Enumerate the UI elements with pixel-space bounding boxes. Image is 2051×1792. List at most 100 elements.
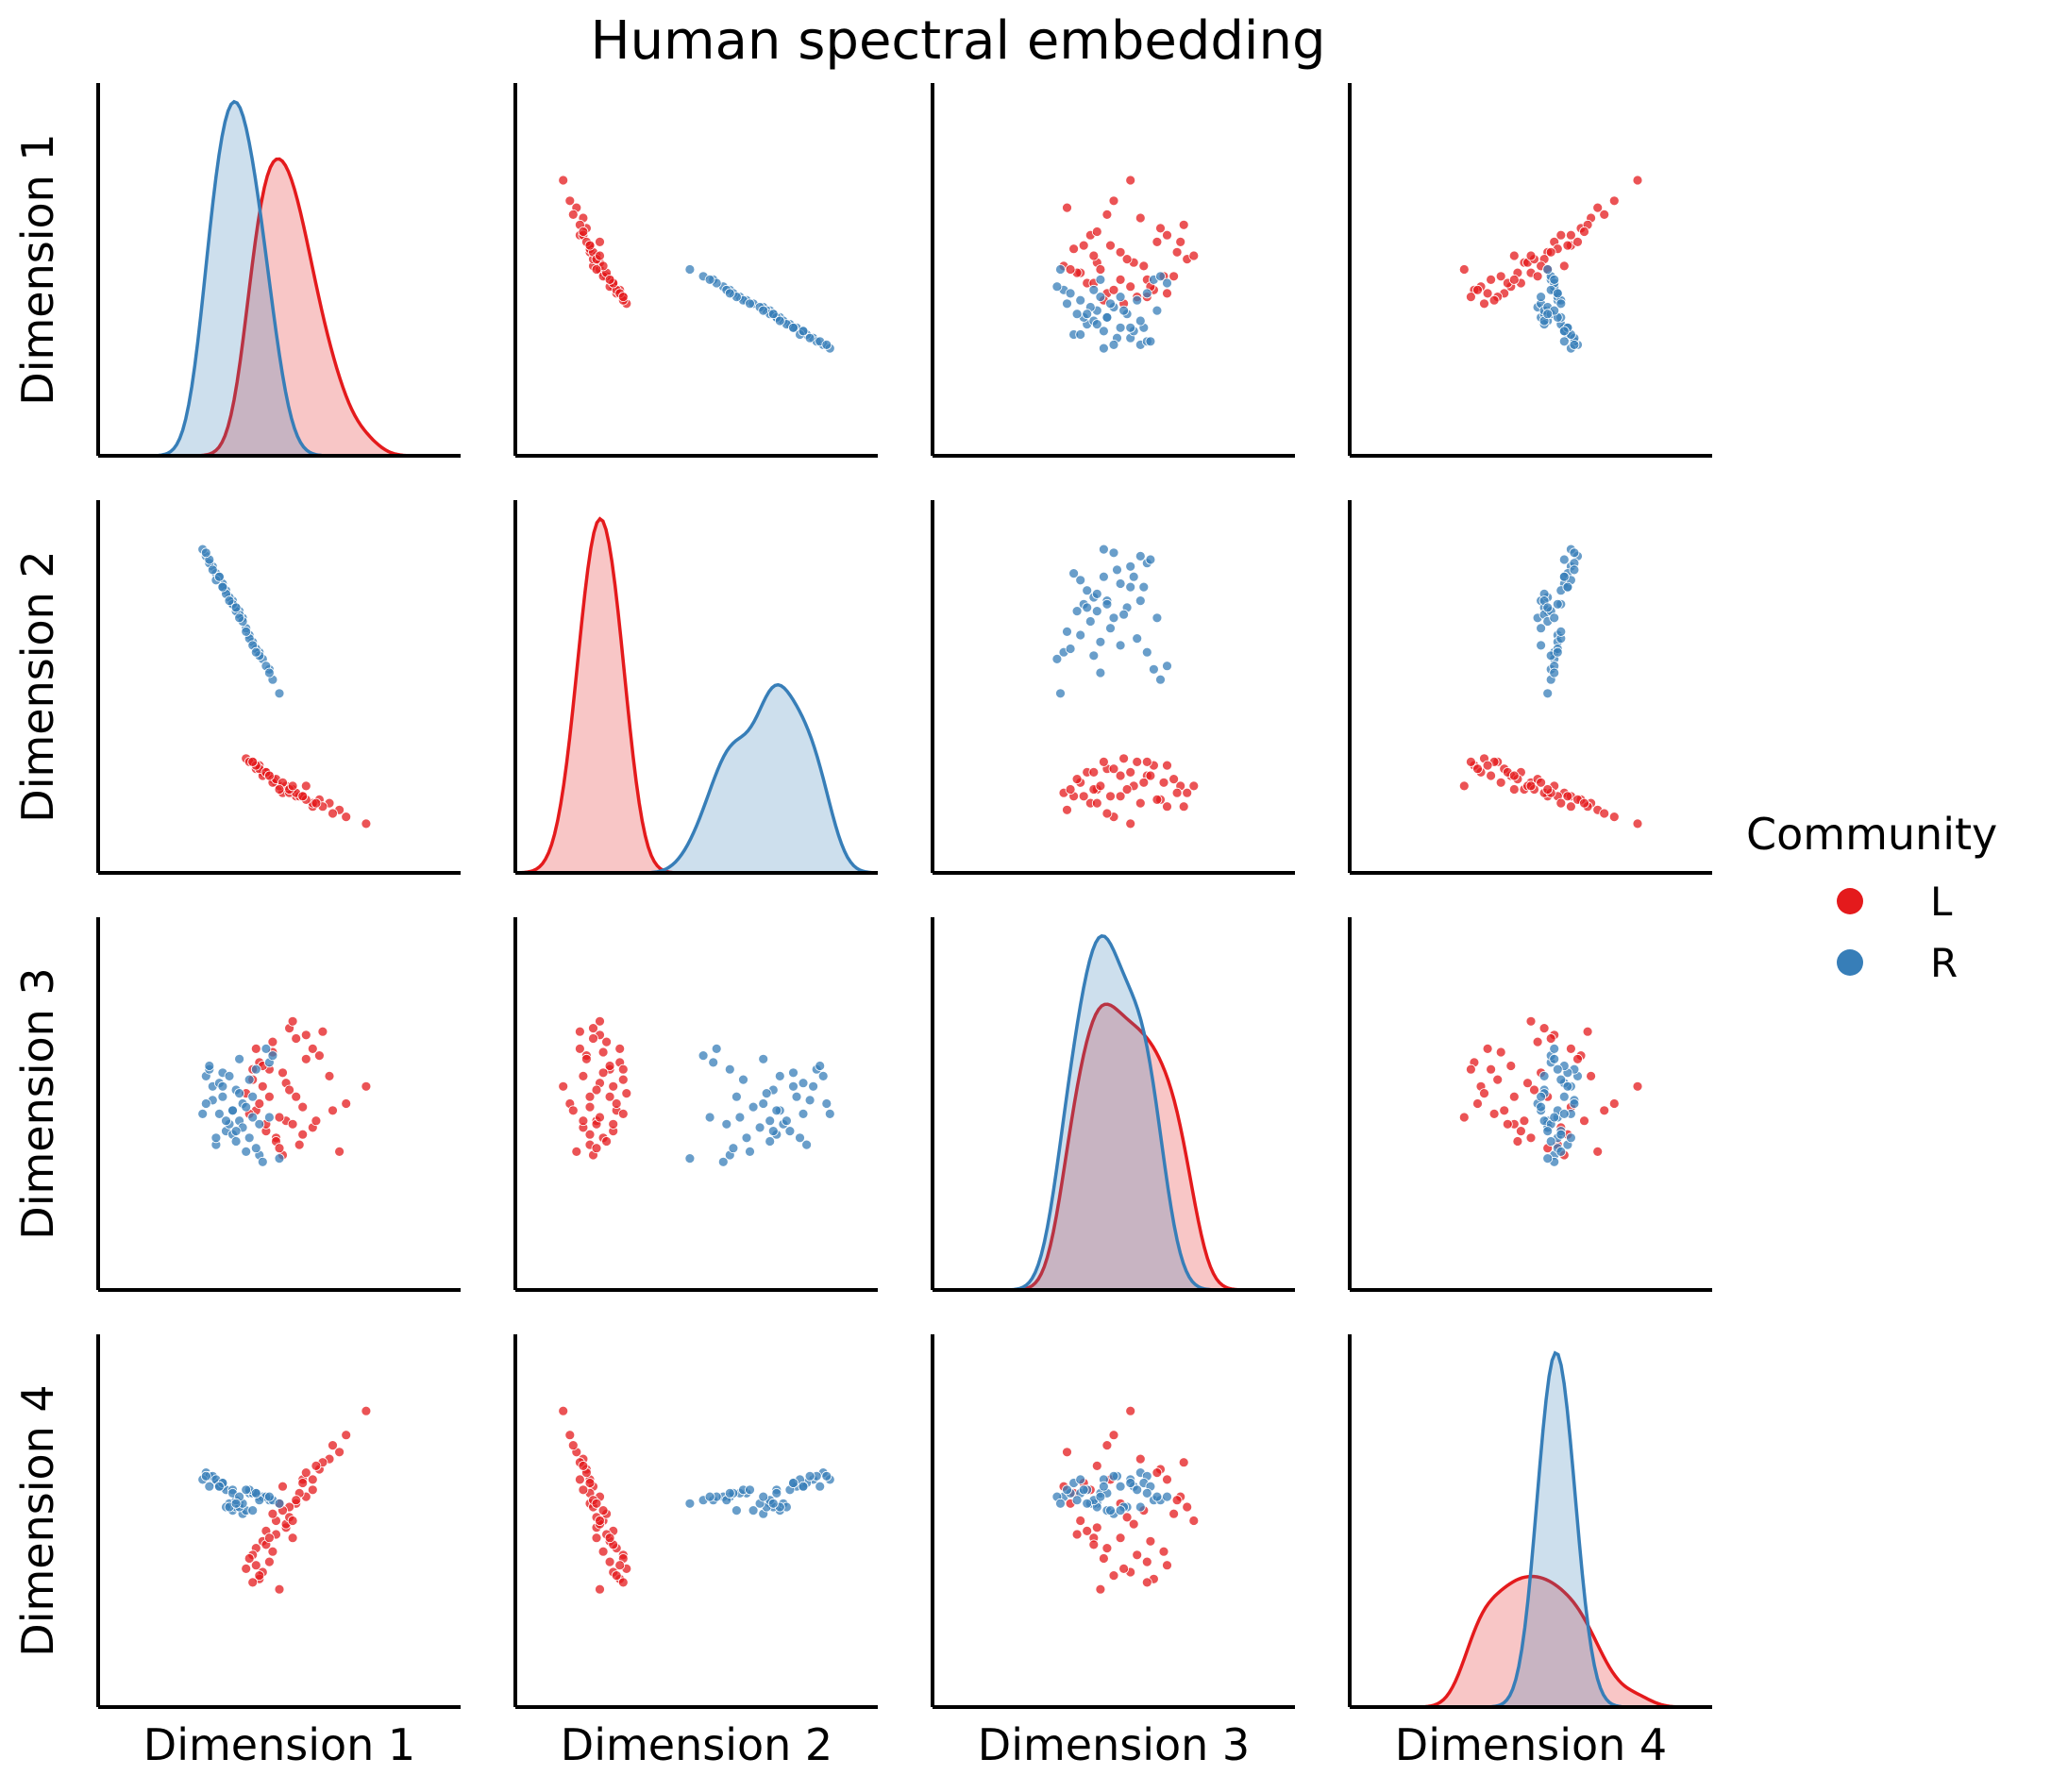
point-r	[1132, 633, 1143, 644]
point-l	[1522, 1078, 1533, 1089]
point-r	[1555, 1129, 1567, 1140]
point-l	[1512, 1136, 1523, 1147]
point-r	[1569, 339, 1580, 350]
point-l	[1078, 791, 1089, 802]
point-l	[1091, 797, 1102, 809]
point-l	[300, 1030, 311, 1041]
point-r	[224, 1071, 235, 1081]
point-r	[1135, 315, 1146, 327]
point-l	[1099, 1553, 1109, 1564]
point-l	[1115, 791, 1126, 802]
point-l	[247, 1577, 259, 1588]
point-r	[1141, 646, 1152, 658]
point-l	[1095, 1583, 1106, 1595]
point-l	[1495, 1047, 1506, 1058]
x-label-dimension-3: Dimension 3	[978, 1719, 1250, 1770]
point-r	[1088, 650, 1100, 662]
point-l	[1162, 229, 1172, 241]
point-l	[558, 175, 569, 186]
point-r	[241, 1147, 252, 1157]
point-l	[287, 1118, 298, 1130]
point-r	[774, 315, 785, 327]
panel-r4-c2	[513, 1334, 878, 1709]
point-l	[558, 1080, 569, 1092]
point-r	[798, 1481, 809, 1492]
point-l	[1168, 271, 1179, 282]
point-l	[250, 1044, 261, 1054]
point-r	[821, 339, 832, 350]
point-r	[241, 1484, 252, 1496]
point-r	[204, 1481, 215, 1492]
point-l	[584, 240, 596, 251]
point-l	[1108, 763, 1119, 775]
point-r	[1542, 688, 1554, 699]
point-r	[1152, 612, 1163, 624]
point-r	[684, 1498, 696, 1509]
point-r	[1135, 551, 1146, 561]
point-l	[1091, 1461, 1102, 1471]
point-r	[1055, 264, 1066, 275]
point-l	[597, 1067, 609, 1079]
point-r	[210, 1132, 222, 1144]
point-l	[277, 1067, 288, 1079]
point-l	[1108, 284, 1119, 295]
point-l	[617, 1577, 629, 1588]
point-l	[291, 1495, 302, 1506]
point-r	[767, 309, 779, 320]
point-l	[1558, 260, 1570, 272]
point-r	[1125, 561, 1136, 572]
point-r	[227, 1105, 238, 1116]
point-l	[1525, 780, 1537, 792]
point-r	[1152, 1491, 1163, 1502]
point-l	[1101, 1440, 1113, 1450]
point-l	[244, 1553, 255, 1564]
point-r	[200, 1098, 211, 1109]
point-l	[1101, 209, 1113, 220]
point-l	[1145, 770, 1156, 781]
point-l	[267, 1508, 278, 1519]
point-l	[604, 1061, 615, 1071]
point-r	[230, 1498, 242, 1509]
point-l	[601, 1136, 612, 1147]
point-r	[824, 1109, 835, 1119]
point-r	[247, 1112, 259, 1123]
point-r	[1091, 606, 1102, 616]
point-l	[601, 1036, 612, 1047]
point-r	[230, 1126, 242, 1136]
point-l	[584, 1101, 596, 1113]
point-l	[617, 292, 629, 303]
point-r	[1542, 602, 1554, 613]
point-r	[263, 667, 275, 678]
point-r	[230, 602, 242, 613]
point-r	[1549, 667, 1560, 678]
point-l	[584, 1129, 596, 1140]
point-l	[1582, 1026, 1593, 1037]
point-l	[287, 780, 298, 792]
point-l	[1168, 774, 1179, 784]
point-r	[1095, 1491, 1106, 1502]
point-r	[1549, 1044, 1560, 1054]
point-l	[591, 264, 602, 275]
point-l	[1068, 243, 1079, 255]
point-l	[1579, 226, 1589, 237]
point-r	[1141, 1488, 1152, 1499]
point-l	[334, 1147, 345, 1157]
point-r	[1155, 674, 1166, 685]
point-l	[274, 1583, 285, 1595]
legend: Community L R	[1746, 809, 1997, 986]
legend-label-l: L	[1930, 879, 1953, 925]
point-l	[274, 784, 285, 795]
point-l	[1162, 760, 1172, 771]
point-l	[263, 1532, 275, 1544]
point-r	[1149, 663, 1159, 675]
point-l	[274, 1143, 285, 1154]
point-r	[274, 1153, 285, 1164]
point-l	[1495, 777, 1506, 788]
point-l	[617, 1074, 629, 1085]
panel-r1-c4	[1348, 83, 1712, 458]
point-l	[361, 1080, 372, 1092]
point-l	[297, 1129, 309, 1140]
point-r	[1536, 623, 1546, 634]
point-r	[1115, 292, 1126, 303]
point-l	[1545, 246, 1556, 258]
